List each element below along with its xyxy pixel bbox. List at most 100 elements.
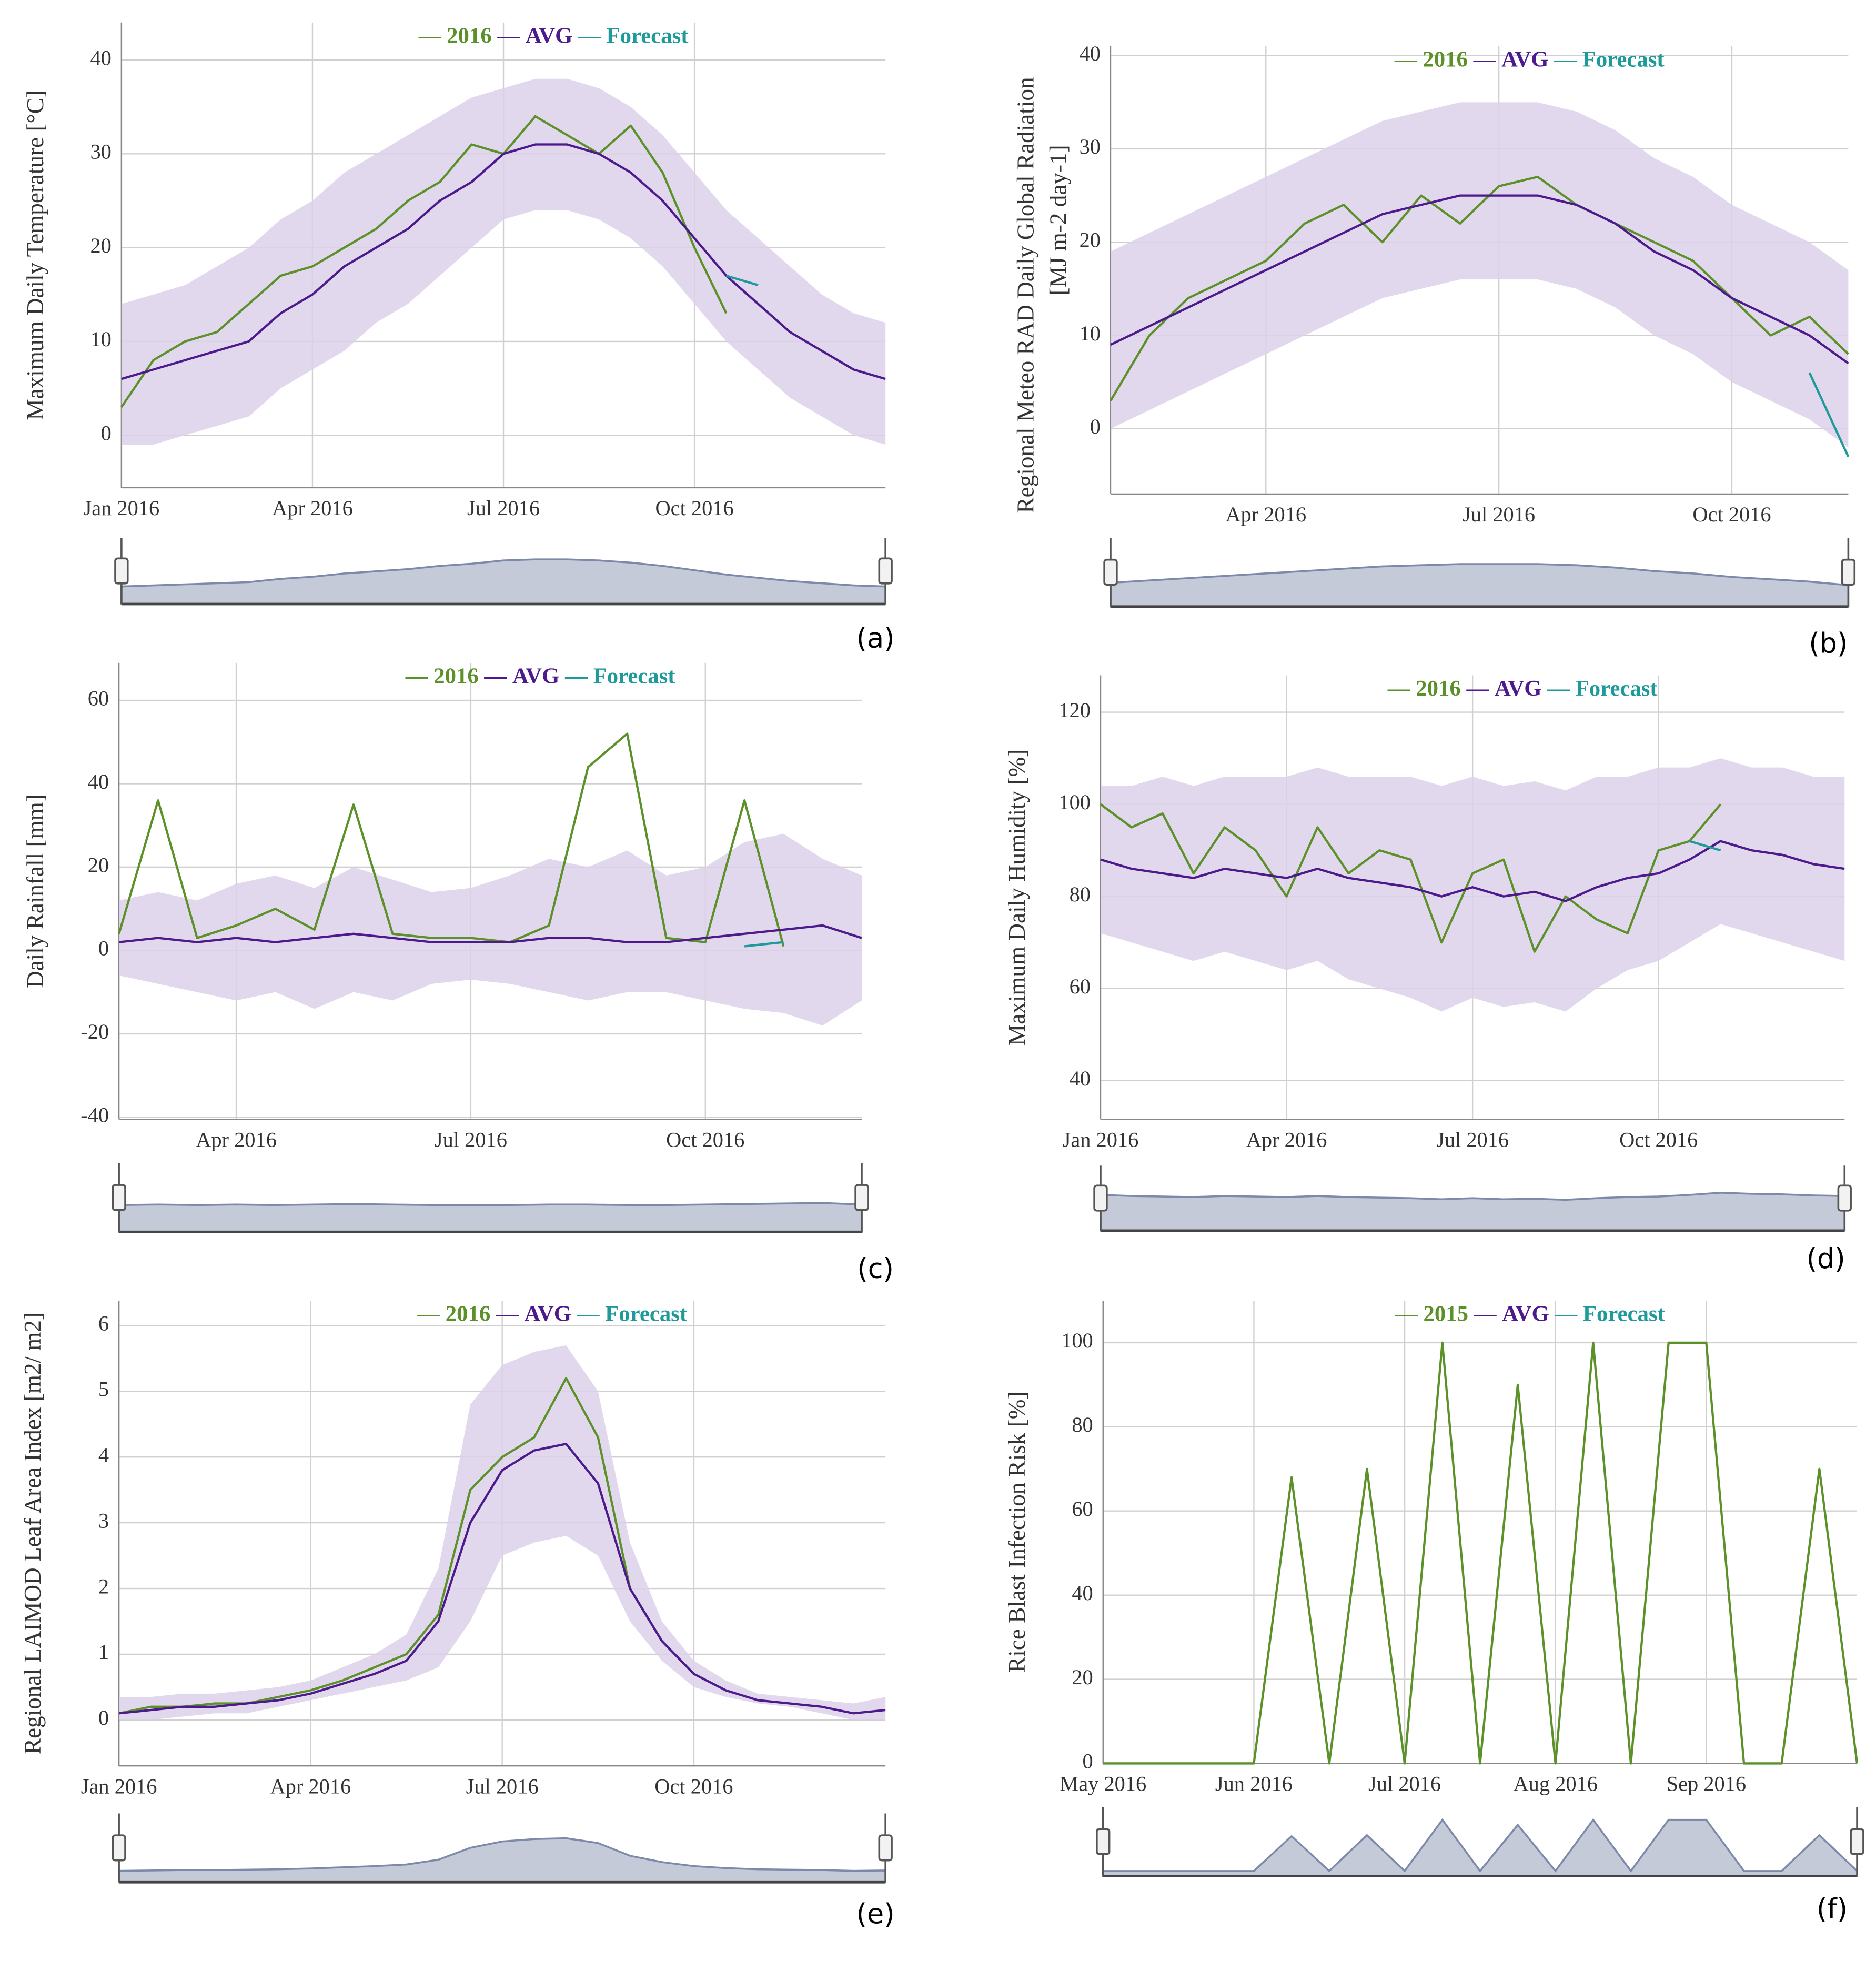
- range-band: [1100, 758, 1845, 1012]
- navigator-handle[interactable]: [1841, 558, 1856, 586]
- legend-label: 2015: [1424, 1301, 1469, 1326]
- x-tick-label: Apr 2016: [1246, 1128, 1327, 1151]
- legend-label: AVG: [1502, 1301, 1549, 1326]
- y-tick-label: 1: [98, 1640, 109, 1664]
- x-tick-label: Jan 2016: [84, 496, 160, 520]
- x-tick-label: Oct 2016: [1619, 1128, 1698, 1151]
- legend-symbol: —: [1468, 1301, 1502, 1326]
- navigator-area: [120, 558, 886, 605]
- navigator-handle[interactable]: [1093, 1184, 1108, 1212]
- y-axis-label: Regional LAIMOD Leaf Area Index [m2/ m2]: [19, 1312, 46, 1754]
- y-tick-label: 0: [98, 937, 109, 960]
- y-axis-label: Rice Blast Infection Risk [%]: [1004, 1392, 1030, 1673]
- x-tick-label: Jul 2016: [1463, 502, 1535, 526]
- legend: — 2016 — AVG — Forecast: [405, 663, 676, 688]
- x-tick-label: Jan 2016: [1063, 1128, 1139, 1151]
- legend-label: Forecast: [1576, 676, 1658, 701]
- legend-symbol: —: [559, 663, 593, 688]
- legend-label: AVG: [524, 1301, 571, 1326]
- legend-label: Forecast: [1582, 47, 1665, 72]
- y-tick-label: 0: [1083, 1749, 1093, 1773]
- y-axis-label: Maximum Daily Humidity [%]: [1004, 749, 1030, 1045]
- y-tick-label: 20: [1080, 228, 1101, 252]
- y-tick-label: 10: [1080, 321, 1101, 345]
- y-tick-label: 60: [1070, 974, 1091, 998]
- navigator-handle[interactable]: [1837, 1184, 1852, 1212]
- y-tick-label: 10: [90, 327, 111, 351]
- legend-label: AVG: [526, 23, 573, 48]
- y-tick-label: 0: [1090, 415, 1101, 438]
- y-tick-label: 5: [98, 1377, 109, 1401]
- legend-symbol: —: [1468, 47, 1501, 72]
- y-tick-label: 20: [1072, 1665, 1093, 1689]
- y-tick-label: 0: [101, 421, 112, 445]
- y-tick-label: 0: [98, 1706, 109, 1729]
- legend-label: 2016: [433, 663, 479, 688]
- legend-label: Forecast: [593, 663, 676, 688]
- legend-symbol: —: [1549, 47, 1582, 72]
- y-tick-label: 60: [88, 686, 109, 710]
- y-tick-label: 40: [1080, 42, 1101, 65]
- series-line: [1100, 803, 1722, 953]
- legend-label: 2016: [446, 1301, 491, 1326]
- navigator-area: [118, 1202, 863, 1233]
- series-line: [118, 1443, 886, 1715]
- x-tick-label: Jul 2016: [1436, 1128, 1509, 1151]
- x-tick-label: May 2016: [1060, 1772, 1146, 1795]
- series-line: [1110, 175, 1849, 401]
- y-tick-label: -20: [80, 1020, 109, 1043]
- navigator-handle[interactable]: [1103, 558, 1118, 586]
- legend: — 2015 — AVG — Forecast: [1395, 1301, 1666, 1326]
- x-tick-label: Jul 2016: [435, 1128, 507, 1151]
- navigator-area: [1102, 1818, 1858, 1877]
- navigator-handle[interactable]: [114, 557, 129, 585]
- navigator-handle[interactable]: [854, 1184, 869, 1211]
- panel-label: (d): [1807, 1243, 1845, 1275]
- x-tick-label: Apr 2016: [270, 1774, 351, 1798]
- y-tick-label: 40: [88, 770, 109, 793]
- x-tick-label: Oct 2016: [1692, 502, 1771, 526]
- y-axis-label: Daily Rainfall [mm]: [22, 794, 48, 988]
- y-axis-label: Regional Meteo RAD Daily Global Radiatio…: [1012, 77, 1038, 513]
- y-tick-label: 80: [1070, 882, 1091, 906]
- navigator-area: [1110, 563, 1850, 608]
- range-band: [119, 1345, 886, 1720]
- x-tick-label: Sep 2016: [1667, 1772, 1746, 1795]
- legend: — 2016 — AVG — Forecast: [418, 23, 689, 48]
- navigator-handle[interactable]: [878, 557, 893, 585]
- series-line: [1808, 372, 1850, 457]
- legend-symbol: —: [1461, 676, 1495, 701]
- range-band: [121, 78, 886, 445]
- navigator-handle[interactable]: [878, 1834, 893, 1862]
- legend: — 2016 — AVG — Forecast: [417, 1301, 688, 1326]
- series-line: [120, 115, 728, 408]
- legend-symbol: —: [1541, 676, 1575, 701]
- legend-label: AVG: [512, 663, 560, 688]
- y-tick-label: 80: [1072, 1413, 1093, 1436]
- legend: — 2016 — AVG — Forecast: [1394, 47, 1665, 72]
- navigator-handle[interactable]: [112, 1184, 126, 1211]
- y-axis-label: Maximum Daily Temperature [°C]: [22, 90, 48, 420]
- legend-label: 2016: [1416, 676, 1461, 701]
- y-axis-label: [MJ m-2 day-1]: [1045, 145, 1071, 295]
- y-tick-label: 30: [1080, 135, 1101, 158]
- navigator-handle[interactable]: [112, 1834, 126, 1862]
- series-line: [744, 941, 784, 948]
- legend-symbol: —: [1394, 47, 1423, 72]
- series-line: [1100, 840, 1845, 902]
- x-tick-label: Aug 2016: [1513, 1772, 1597, 1795]
- navigator-handle[interactable]: [1096, 1828, 1111, 1855]
- legend-label: 2016: [447, 23, 492, 48]
- range-band: [119, 833, 862, 1026]
- y-tick-label: 40: [1070, 1067, 1091, 1090]
- series-line: [1110, 194, 1849, 365]
- legend-symbol: —: [492, 23, 526, 48]
- legend-symbol: —: [479, 663, 512, 688]
- y-tick-label: 3: [98, 1509, 109, 1532]
- panel-label: (f): [1817, 1893, 1848, 1925]
- x-tick-label: Oct 2016: [666, 1128, 744, 1151]
- navigator-handle[interactable]: [1850, 1828, 1864, 1855]
- legend-symbol: —: [1395, 1301, 1423, 1326]
- y-tick-label: 60: [1072, 1497, 1093, 1521]
